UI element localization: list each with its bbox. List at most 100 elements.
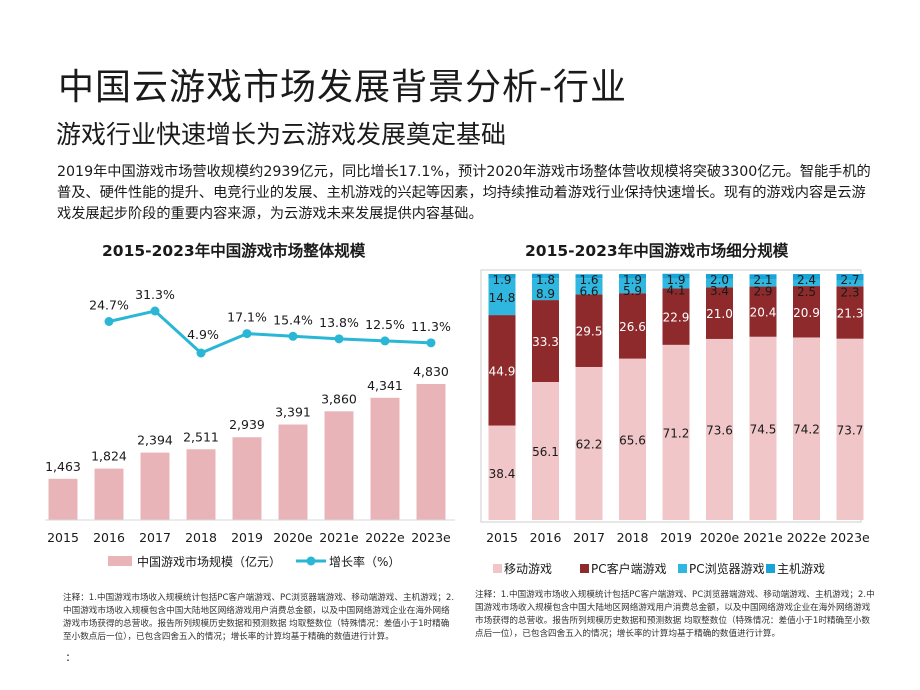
bar-label-2019-主机游戏: 1.9 (666, 273, 685, 287)
x-tick-2021e: 2021e (319, 530, 359, 545)
bar-2021e-移动游戏 (749, 336, 777, 520)
bar-2019-PC浏览器游戏 (662, 278, 690, 289)
growth-point-2016 (104, 317, 114, 326)
bar-2022e-主机游戏 (793, 274, 820, 280)
right-chart-note: 注释：1.中国游戏市场收入规模统计包括PC客户端游戏、PC浏览器端游戏、移动端游… (475, 590, 875, 639)
legend-label-PC客户端游戏: PC客户端游戏 (591, 561, 667, 576)
x-tick-2017: 2017 (139, 530, 171, 545)
bar-label-2019-移动游戏: 71.2 (663, 426, 690, 440)
growth-label-2018: 4.9% (187, 327, 219, 342)
bar-label-2022e-PC客户端游戏: 20.9 (793, 306, 820, 320)
bar-2020e-PC客户端游戏 (706, 287, 733, 339)
bar-2016-PC客户端游戏 (532, 300, 559, 382)
bar-label-2017-PC客户端游戏: 29.5 (576, 325, 603, 339)
left-chart-note: 注释：1.中国游戏市场收入规模统计包括PC客户端游戏、PC浏览器端游戏、移动端游… (63, 593, 455, 642)
bar-2021e (324, 411, 354, 520)
x-tick-2016: 2016 (93, 530, 125, 545)
page-subtitle: 游戏行业快速增长为云游戏发展奠定基础 (56, 120, 507, 149)
growth-point-2022e (380, 336, 390, 346)
bar-label-2017-主机游戏: 1.6 (579, 273, 598, 287)
bar-2023e-移动游戏 (836, 338, 864, 520)
bar-2018-PC客户端游戏 (619, 293, 646, 359)
legend-swatch-PC客户端游戏 (580, 564, 589, 573)
intro-paragraph: 2019年中国游戏市场营收规模约2939亿元，同比增长17.1%，预计2020年… (57, 164, 871, 222)
bar-2019-PC客户端游戏 (662, 288, 690, 345)
growth-label-2016: 24.7% (89, 298, 129, 313)
growth-point-2020e (288, 331, 298, 341)
bar-2021e-PC客户端游戏 (749, 286, 777, 337)
bar-label-2023e-主机游戏: 2.7 (840, 273, 859, 287)
x-tick-2022e: 2022e (787, 530, 827, 545)
bar-label-2016-PC客户端游戏: 33.3 (532, 335, 559, 349)
bar-label-2022e-PC浏览器游戏: 2.5 (797, 285, 816, 299)
right-chart: 38.4 44.9 14.8 1.9 2015 56.1 33.3 8.91.8 2016 62.… (480, 269, 870, 576)
legend-label-移动游戏: 移动游戏 (504, 562, 552, 576)
bar-label-2022e-主机游戏: 2.4 (797, 273, 816, 287)
note-mark: : (66, 650, 71, 664)
x-tick-2016: 2016 (530, 530, 562, 545)
bar-2017-PC浏览器游戏 (575, 278, 603, 295)
bar-label-2017-PC浏览器游戏: 6.6 (579, 284, 598, 298)
bar-2021e-主机游戏 (749, 274, 777, 280)
legend-swatch-主机游戏 (766, 564, 775, 573)
bar-2015-主机游戏 (488, 274, 516, 279)
bar-2019-移动游戏 (662, 344, 690, 520)
x-tick-2022e: 2022e (365, 530, 405, 545)
bar-label-2016-移动游戏: 56.1 (532, 445, 559, 459)
page-title: 中国云游戏市场发展背景分析-行业 (58, 67, 627, 108)
bar-label-2019: 2,939 (229, 417, 265, 432)
bar-label-2020e: 3,391 (275, 405, 311, 420)
bar-label-2018-移动游戏: 65.6 (619, 433, 646, 447)
bar-2019-主机游戏 (662, 273, 690, 279)
bar-2020e-移动游戏 (706, 338, 733, 520)
bar-label-2022e: 4,341 (367, 378, 403, 393)
bar-label-2020e-PC客户端游戏: 21.0 (706, 307, 733, 321)
bar-label-2015-PC浏览器游戏: 14.8 (489, 291, 516, 305)
growth-label-2023e: 11.3% (411, 319, 451, 334)
x-tick-2015: 2015 (47, 530, 79, 545)
bar-2023e-PC浏览器游戏 (836, 280, 864, 287)
bar-2022e (370, 397, 400, 520)
bar-2020e-主机游戏 (706, 274, 733, 279)
growth-label-2017: 31.3% (135, 287, 175, 302)
bar-label-2023e-PC浏览器游戏: 2.3 (840, 286, 859, 300)
left-chart: 1,463 2015 1,824 2016 2,394 2017 2,511 2018 2,93… (45, 287, 455, 569)
growth-line (108, 309, 432, 355)
x-tick-2023e: 2023e (411, 530, 451, 545)
bar-2023e (416, 384, 446, 520)
growth-label-2021e: 13.8% (319, 315, 359, 330)
x-tick-2018: 2018 (617, 530, 649, 545)
bar-label-2015: 1,463 (45, 459, 81, 474)
bar-2022e-PC客户端游戏 (793, 286, 820, 338)
bar-2020e-PC浏览器游戏 (706, 278, 733, 288)
bar-label-2021e-主机游戏: 2.1 (753, 273, 772, 287)
bar-label-2016: 1,824 (91, 449, 127, 464)
bar-label-2017: 2,394 (137, 433, 173, 448)
growth-point-2019 (242, 329, 252, 339)
right-chart-title: 2015-2023年中国游戏市场细分规模 (525, 242, 789, 260)
bar-2017-PC客户端游戏 (575, 294, 603, 367)
bar-label-2023e-PC客户端游戏: 21.3 (837, 306, 864, 320)
x-tick-2019: 2019 (660, 530, 692, 545)
x-tick-2017: 2017 (573, 530, 605, 545)
legend-swatch-移动游戏 (493, 564, 502, 573)
bar-label-2018: 2,511 (183, 429, 219, 444)
x-tick-2020e: 2020e (700, 530, 740, 545)
bar-label-2021e-PC客户端游戏: 20.4 (750, 306, 777, 320)
bar-2015-移动游戏 (488, 425, 516, 520)
bar-2018-主机游戏 (619, 274, 646, 279)
growth-point-2018 (196, 348, 206, 358)
growth-point-2021e (334, 334, 344, 344)
growth-label-2020e: 15.4% (273, 312, 313, 327)
bar-2017 (140, 452, 170, 520)
bar-label-2018-PC浏览器游戏: 5.9 (623, 284, 642, 298)
bar-label-2015-移动游戏: 38.4 (489, 467, 516, 481)
bar-2023e-PC客户端游戏 (836, 286, 864, 339)
bar-2016-PC浏览器游戏 (532, 278, 559, 301)
bar-label-2019-PC客户端游戏: 22.9 (663, 311, 690, 325)
bar-label-2021e: 3,860 (321, 391, 357, 406)
bar-label-2018-主机游戏: 1.9 (623, 273, 642, 287)
bar-label-2017-移动游戏: 62.2 (576, 437, 603, 451)
legend-marker-growth (306, 556, 316, 566)
bar-label-2022e-移动游戏: 74.2 (793, 423, 820, 437)
